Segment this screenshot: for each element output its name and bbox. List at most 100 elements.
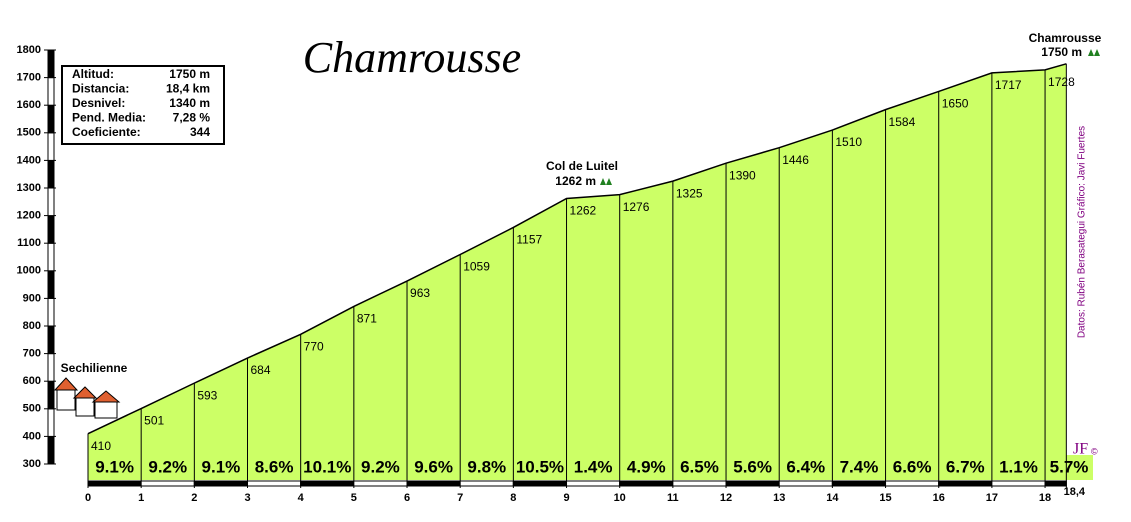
credits: Datos: Rubén Berasategui Gráfico: Javi F… [1077, 126, 1088, 338]
x-axis-segment [885, 480, 940, 487]
x-axis-segment [512, 480, 568, 487]
x-axis-segment [619, 480, 674, 487]
x-axis-segment [566, 480, 621, 487]
y-axis-segment [47, 187, 55, 217]
y-tick-label: 1200 [17, 210, 41, 222]
x-axis-segment [459, 480, 514, 487]
y-tick-label: 800 [23, 320, 41, 332]
x-axis-segment [87, 480, 142, 487]
info-label: Distancia: [72, 82, 129, 96]
y-axis-segment [47, 132, 55, 161]
y-axis-segment [47, 297, 55, 327]
y-axis-segment [47, 325, 55, 355]
gradient-box [353, 455, 408, 480]
annotation-label: 1750 m [1041, 45, 1082, 59]
x-axis-segment [193, 480, 249, 487]
x-tick-label: 15 [879, 492, 891, 504]
data-label: 1390 [729, 168, 756, 182]
gradient-box [460, 455, 514, 480]
summit-icon [1088, 49, 1100, 56]
gradient-label: 8.6% [255, 457, 294, 476]
gradient-label: 9.2% [148, 457, 187, 476]
x-tick-label: 16 [933, 492, 945, 504]
data-label: 1157 [516, 233, 542, 247]
gradient-label: 7.4% [840, 457, 879, 476]
y-tick-label: 1000 [17, 265, 41, 277]
y-tick-label: 400 [23, 430, 41, 442]
data-label: 871 [357, 312, 377, 326]
summit-icon [600, 178, 612, 185]
x-axis-segment [991, 480, 1046, 487]
x-axis-segment [725, 480, 780, 487]
x-axis-segment [140, 480, 195, 487]
data-label: 770 [304, 339, 324, 353]
gradient-label: 9.1% [95, 457, 134, 476]
y-axis-segment [47, 270, 55, 299]
info-value: 344 [190, 125, 210, 139]
x-axis-segment [300, 480, 355, 487]
x-tick-label: 18,4 [1064, 486, 1086, 498]
x-tick-label: 7 [457, 492, 463, 504]
gradient-label: 9.8% [467, 457, 506, 476]
gradient-box [141, 455, 195, 480]
data-label: 1717 [995, 78, 1022, 92]
gradient-label: 6.6% [893, 457, 932, 476]
x-tick-label: 11 [667, 492, 679, 504]
x-tick-label: 10 [614, 492, 626, 504]
y-tick-label: 600 [23, 375, 41, 387]
y-axis-segment [47, 215, 55, 244]
data-label: 1446 [782, 153, 809, 167]
data-label: 1728 [1048, 75, 1075, 89]
profile-fill [88, 63, 1067, 481]
y-axis-segment [47, 353, 55, 382]
annotation-name: Col de Luitel [546, 159, 618, 173]
x-tick-label: 5 [351, 492, 357, 504]
gradient-label: 10.1% [303, 457, 351, 476]
x-axis-segment [406, 480, 461, 487]
x-tick-label: 17 [986, 492, 998, 504]
gradient-box [672, 455, 727, 480]
x-axis-segment [353, 480, 408, 487]
data-label: 1510 [835, 135, 862, 149]
x-axis-segment [672, 480, 727, 487]
gradient-box [1045, 455, 1093, 480]
data-label: 1325 [676, 186, 703, 200]
info-value: 1750 m [169, 67, 210, 81]
gradient-box [88, 455, 142, 480]
gradient-box [300, 455, 354, 480]
y-tick-label: 1600 [17, 99, 41, 111]
x-tick-label: 2 [191, 492, 197, 504]
annotation-label: 1262 m [555, 174, 596, 188]
annotation-name: Sechilienne [61, 361, 128, 375]
y-tick-label: 1800 [17, 44, 41, 56]
y-axis-segment [47, 408, 55, 437]
gradient-box [938, 455, 992, 480]
y-tick-label: 1500 [17, 127, 41, 139]
info-value: 7,28 % [173, 111, 211, 125]
y-tick-label: 1100 [17, 237, 41, 249]
x-tick-label: 6 [404, 492, 410, 504]
data-label: 593 [197, 388, 217, 402]
gradient-label: 9.2% [361, 457, 400, 476]
info-value: 1340 m [169, 96, 210, 110]
x-axis-segment [831, 480, 887, 487]
gradient-label: 5.7% [1050, 457, 1089, 476]
data-label: 684 [251, 363, 271, 377]
y-axis-segment [47, 380, 55, 410]
data-label: 410 [91, 439, 111, 453]
x-axis-segment [247, 480, 302, 487]
y-tick-label: 500 [23, 403, 41, 415]
x-tick-label: 3 [244, 492, 250, 504]
y-axis-segment [47, 242, 55, 272]
y-tick-label: 1700 [17, 72, 41, 84]
x-tick-label: 0 [85, 492, 91, 504]
x-tick-label: 12 [720, 492, 732, 504]
y-axis-segment [47, 77, 55, 106]
logo-mark: © [1091, 446, 1098, 456]
x-axis-segment [778, 480, 833, 487]
gradient-label: 4.9% [627, 457, 666, 476]
y-axis-segment [47, 435, 55, 465]
gradient-box [619, 455, 673, 480]
data-label: 1059 [463, 260, 490, 274]
